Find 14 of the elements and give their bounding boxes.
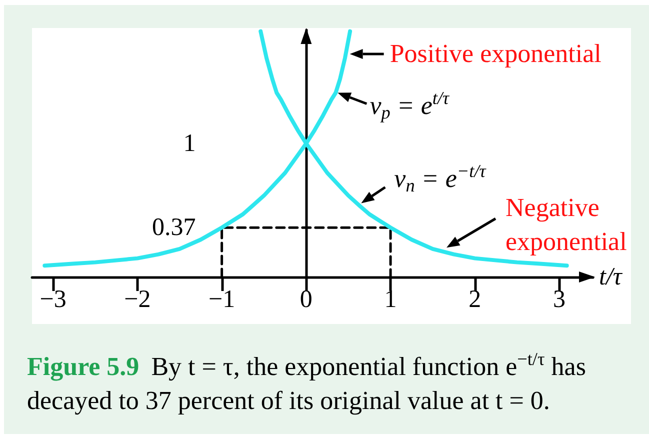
annotation: Positive exponential — [390, 38, 602, 70]
x-tick-label: −3 — [40, 286, 66, 313]
x-tick-label: 3 — [553, 286, 566, 313]
text: Figure 5.9 — [27, 352, 140, 381]
x-tick-label: −2 — [124, 286, 151, 313]
annotation: v$_{p}$ = e$^{t/τ}$ — [370, 88, 450, 123]
x-tick-label: 0 — [300, 286, 312, 313]
x-axis-title: t/τ — [599, 264, 623, 290]
x-tick-label: 1 — [384, 286, 397, 313]
y-tick-label: 0.37 — [152, 214, 196, 242]
x-tick-label: −1 — [208, 286, 236, 313]
annotation: v$_{n}$ = e$^{−t/τ}$ — [394, 161, 486, 196]
annotation: Negative exponential — [506, 192, 628, 258]
x-tick-label: 2 — [468, 286, 482, 313]
